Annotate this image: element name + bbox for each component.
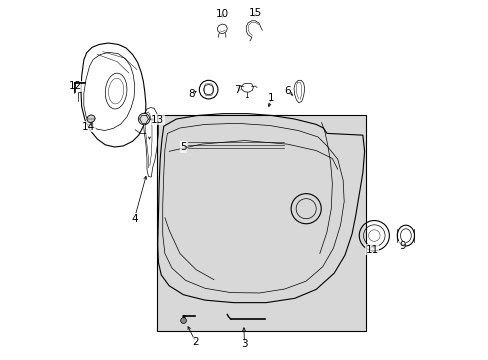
- Circle shape: [138, 113, 149, 125]
- Text: 12: 12: [68, 81, 81, 91]
- Text: 2: 2: [192, 337, 199, 347]
- Circle shape: [180, 318, 186, 323]
- Polygon shape: [86, 115, 95, 123]
- Text: 8: 8: [188, 89, 194, 99]
- Text: 1: 1: [267, 93, 274, 103]
- Text: 3: 3: [241, 339, 247, 349]
- Bar: [156, 116, 366, 330]
- Text: 9: 9: [398, 241, 405, 251]
- Text: 14: 14: [81, 122, 95, 132]
- Text: 4: 4: [131, 214, 138, 224]
- Text: 7: 7: [234, 85, 240, 95]
- Text: 13: 13: [151, 115, 164, 125]
- Text: 15: 15: [248, 8, 262, 18]
- Text: 5: 5: [180, 142, 186, 152]
- Text: 11: 11: [365, 245, 378, 255]
- Text: 6: 6: [284, 86, 290, 96]
- Text: 10: 10: [215, 9, 228, 19]
